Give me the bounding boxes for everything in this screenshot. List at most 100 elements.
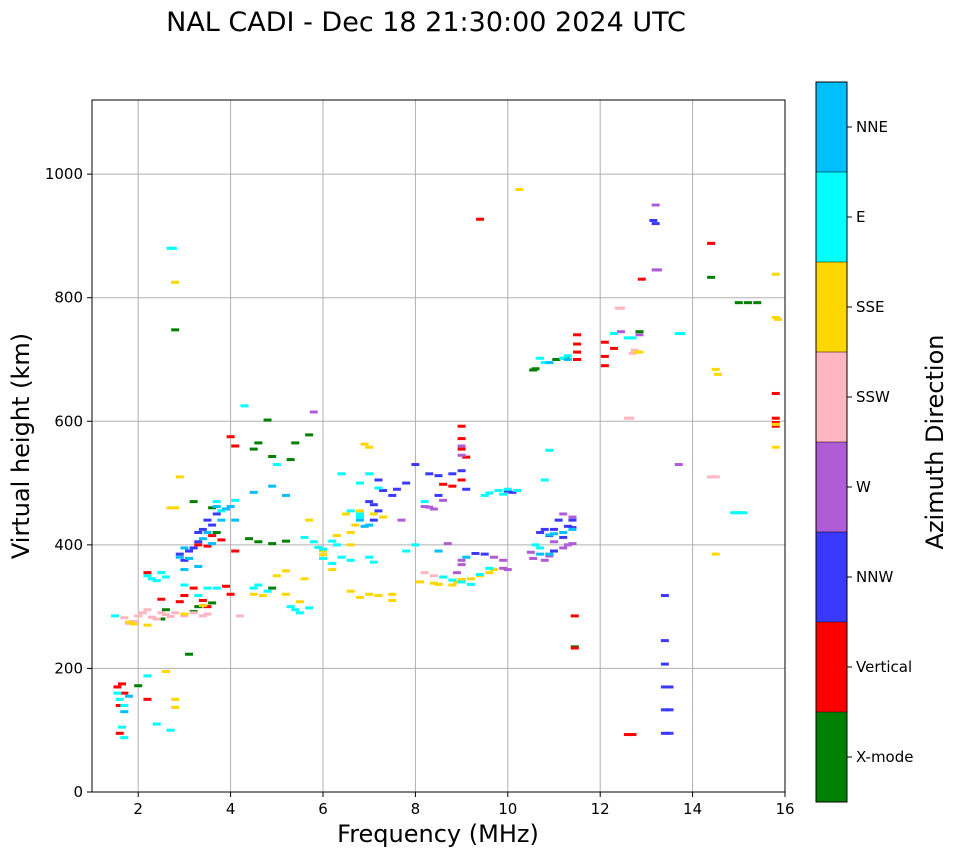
data-point — [457, 444, 466, 448]
data-point — [379, 488, 388, 492]
data-point — [194, 564, 203, 568]
colorbar-tick-label: Vertical — [856, 658, 912, 676]
colorbar-segment — [816, 712, 847, 802]
data-point — [540, 527, 549, 531]
data-point — [365, 592, 374, 596]
data-point — [268, 455, 277, 459]
data-point — [457, 424, 466, 428]
data-point — [485, 566, 494, 570]
data-point — [175, 552, 184, 556]
data-point — [185, 652, 194, 656]
data-point — [545, 361, 554, 365]
data-point — [734, 301, 743, 305]
data-point — [203, 544, 212, 548]
data-point — [600, 364, 609, 368]
data-point — [171, 697, 180, 701]
data-point — [536, 546, 545, 550]
data-point — [628, 336, 637, 340]
data-point — [272, 574, 281, 578]
data-point — [651, 203, 660, 207]
y-axis-label: Virtual height (km) — [7, 333, 35, 559]
data-point — [194, 540, 203, 544]
data-point — [707, 475, 716, 479]
data-point — [563, 543, 572, 547]
colorbar-segment — [816, 172, 847, 262]
colorbar-frame — [815, 81, 848, 803]
data-point — [573, 342, 582, 346]
data-point — [124, 620, 133, 624]
x-tick-label: 10 — [498, 800, 517, 818]
data-point — [635, 333, 644, 337]
data-point — [635, 330, 644, 334]
colorbar-label: Azimuth Direction — [921, 335, 949, 550]
data-point — [744, 301, 753, 305]
colorbar-segment — [816, 262, 847, 352]
colorbar-segment — [816, 352, 847, 442]
data-point — [226, 435, 235, 439]
x-tick-label: 2 — [133, 800, 143, 818]
data-point — [203, 586, 212, 590]
data-point — [240, 404, 249, 408]
data-point — [282, 592, 291, 596]
data-point — [531, 367, 540, 371]
data-point — [374, 486, 383, 490]
y-tick-label: 400 — [54, 536, 83, 554]
data-point — [166, 728, 175, 732]
data-point — [531, 543, 540, 547]
data-point — [148, 615, 157, 619]
data-point — [503, 489, 512, 493]
data-point — [660, 708, 669, 712]
data-point — [616, 306, 625, 310]
data-point — [355, 515, 364, 519]
data-point — [457, 447, 466, 451]
data-point — [499, 558, 508, 562]
data-point — [171, 705, 180, 709]
data-point — [771, 445, 780, 449]
data-point — [291, 441, 300, 445]
data-point — [175, 475, 184, 479]
data-point — [161, 608, 170, 612]
data-point — [649, 218, 658, 222]
data-point — [120, 710, 129, 714]
data-point — [434, 549, 443, 553]
data-point — [623, 336, 632, 340]
data-point — [570, 646, 579, 650]
series-vertical — [113, 217, 780, 737]
data-point — [457, 563, 466, 567]
data-point — [305, 518, 314, 522]
data-point — [448, 484, 457, 488]
data-point — [254, 583, 263, 587]
data-point — [282, 493, 291, 497]
data-point — [171, 506, 180, 510]
data-point — [309, 410, 318, 414]
data-point — [332, 543, 341, 547]
data-point — [295, 611, 304, 615]
data-point — [221, 584, 230, 588]
data-point — [568, 526, 577, 530]
data-point — [157, 611, 166, 615]
data-point — [249, 490, 258, 494]
data-point — [774, 317, 783, 321]
data-point — [429, 581, 438, 585]
data-point — [198, 537, 207, 541]
data-point — [559, 512, 568, 516]
data-point — [626, 416, 635, 420]
data-point — [411, 463, 420, 467]
data-point — [355, 595, 364, 599]
data-point — [559, 356, 568, 360]
colorbar-tick-label: E — [856, 208, 865, 226]
data-point — [152, 722, 161, 726]
data-point — [545, 448, 554, 452]
data-point — [420, 500, 429, 504]
data-point — [337, 472, 346, 476]
x-tick-label: 4 — [226, 800, 236, 818]
data-point — [416, 580, 425, 584]
data-point — [665, 685, 674, 689]
data-point — [559, 531, 568, 534]
data-point — [180, 594, 189, 598]
data-point — [180, 614, 189, 618]
series-sse — [124, 188, 783, 709]
data-point — [143, 574, 152, 578]
data-point — [616, 330, 625, 334]
data-point — [610, 346, 619, 350]
